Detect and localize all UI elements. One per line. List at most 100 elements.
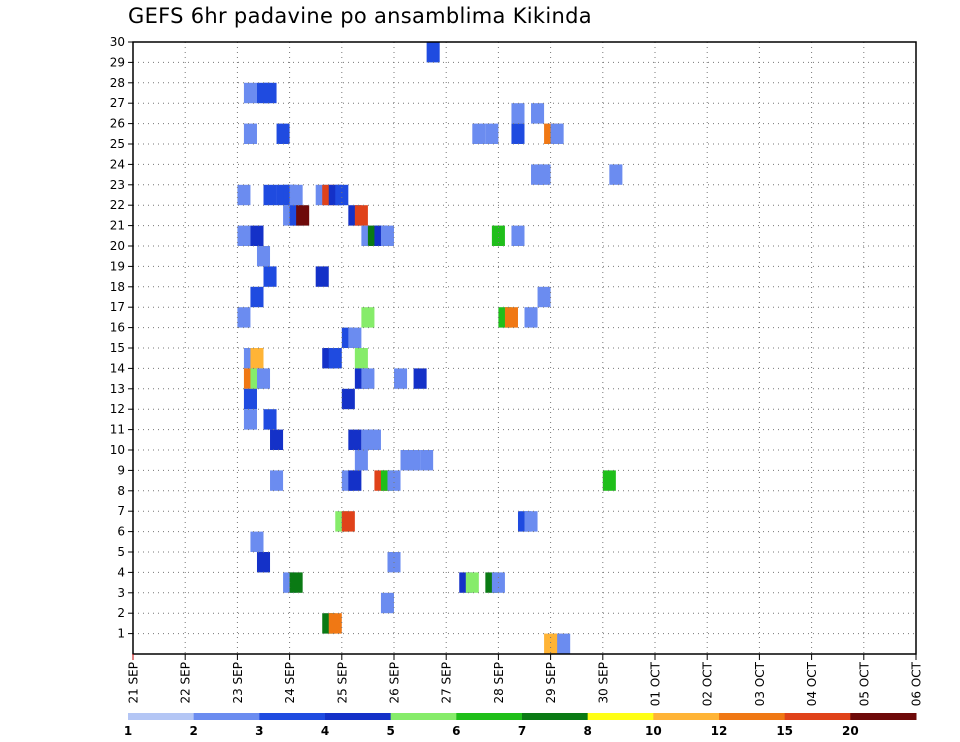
heatmap-cell: [250, 225, 264, 246]
y-tick-label: 7: [117, 504, 125, 518]
heatmap-cell: [524, 307, 538, 328]
heatmap-cell: [256, 552, 271, 573]
legend-label: 8: [583, 724, 591, 738]
heatmap-cell: [465, 572, 479, 593]
heatmap-cell: [537, 286, 551, 308]
y-tick-label: 11: [110, 423, 125, 437]
heatmap-cell: [420, 450, 434, 471]
heatmap-cell: [315, 266, 329, 287]
heatmap-cell: [263, 266, 277, 287]
heatmap-cell: [413, 368, 427, 389]
legend-label: 20: [842, 724, 859, 738]
heatmap-cell: [348, 327, 362, 348]
heatmap-cell: [243, 409, 257, 430]
heatmap-cell: [341, 388, 355, 410]
heatmap-cell: [485, 123, 499, 144]
heatmap-cell: [361, 307, 375, 328]
x-tick-label: 27 SEP: [440, 662, 454, 704]
heatmap-cell: [243, 82, 257, 104]
legend-label: 15: [776, 724, 793, 738]
heatmap-cell: [243, 123, 257, 144]
legend-label: 5: [386, 724, 394, 738]
x-tick-label: 01 OCT: [649, 661, 663, 706]
y-tick-label: 19: [110, 259, 125, 273]
legend-label: 1: [124, 724, 132, 738]
heatmap-cell: [243, 388, 257, 410]
heatmap-cell: [557, 633, 571, 654]
heatmap-cell: [504, 307, 518, 328]
heatmap-cell: [511, 123, 525, 144]
y-tick-label: 15: [110, 341, 125, 355]
heatmap-cell: [354, 348, 368, 369]
y-tick-label: 27: [110, 96, 125, 110]
y-tick-label: 4: [117, 565, 125, 579]
legend-swatch: [784, 713, 851, 720]
x-tick-label: 25 SEP: [335, 662, 349, 704]
x-tick-label: 22 SEP: [179, 662, 193, 704]
heatmap-cell: [602, 470, 616, 491]
heatmap-cell: [328, 613, 342, 634]
heatmap-cell: [296, 205, 310, 226]
heatmap-cell: [276, 123, 290, 144]
heatmap-cell: [237, 184, 251, 206]
heatmap-cell: [256, 246, 271, 267]
heatmap-cell: [380, 225, 394, 246]
legend-label: 4: [321, 724, 329, 738]
legend-label: 2: [189, 724, 197, 738]
y-tick-label: 30: [110, 35, 125, 49]
heatmap-cell: [361, 368, 375, 389]
heatmap-cell: [354, 450, 368, 471]
heatmap-cell: [472, 123, 486, 144]
legend-label: 3: [255, 724, 263, 738]
y-tick-label: 16: [110, 321, 125, 335]
x-tick-label: 24 SEP: [283, 662, 297, 704]
legend-swatch: [522, 713, 589, 720]
heatmap-cell: [609, 164, 623, 185]
legend-swatch: [456, 713, 523, 720]
legend-swatch: [325, 713, 392, 720]
x-tick-label: 04 OCT: [805, 661, 819, 706]
y-tick-label: 17: [110, 300, 125, 314]
heatmap-cell: [256, 368, 271, 389]
y-tick-label: 10: [110, 443, 125, 457]
x-tick-label: 06 OCT: [910, 661, 924, 706]
heatmap-cell: [380, 592, 394, 614]
heatmap-cell: [250, 348, 264, 369]
heatmap-cell: [328, 348, 342, 369]
legend-swatch: [193, 713, 260, 720]
y-tick-label: 6: [117, 525, 125, 539]
x-tick-label: 02 OCT: [701, 661, 715, 706]
x-tick-label: 29 SEP: [544, 662, 558, 704]
y-tick-label: 2: [117, 606, 125, 620]
legend-label: 7: [518, 724, 526, 738]
y-tick-label: 23: [110, 178, 125, 192]
heatmap-cell: [367, 429, 381, 450]
x-tick-label: 05 OCT: [857, 661, 871, 706]
heatmap-cell: [348, 429, 362, 450]
x-tick-label: 26 SEP: [388, 662, 402, 704]
x-tick-label: 28 SEP: [492, 662, 506, 704]
heatmap-cell: [263, 184, 277, 206]
x-tick-label: 03 OCT: [753, 661, 767, 706]
y-tick-label: 14: [110, 361, 125, 375]
legend-swatch: [653, 713, 720, 720]
y-tick-label: 8: [117, 484, 125, 498]
heatmap-cell: [550, 123, 564, 144]
heatmap-cell: [237, 307, 251, 328]
legend-label: 10: [645, 724, 662, 738]
y-tick-label: 1: [117, 627, 125, 641]
legend-swatch: [587, 713, 654, 720]
legend-label: 12: [711, 724, 728, 738]
heatmap-cell: [348, 470, 362, 491]
heatmap-cell: [524, 511, 538, 532]
heatmap-cell: [531, 103, 545, 124]
x-tick-label: 30 SEP: [596, 662, 610, 704]
y-tick-label: 3: [117, 586, 125, 600]
heatmap-cell: [341, 511, 355, 532]
heatmap-cell: [270, 429, 284, 450]
cells-layer: [237, 42, 623, 654]
legend-label: 6: [452, 724, 460, 738]
y-tick-label: 20: [110, 239, 125, 253]
chart-title: GEFS 6hr padavine po ansamblima Kikinda: [128, 4, 592, 28]
